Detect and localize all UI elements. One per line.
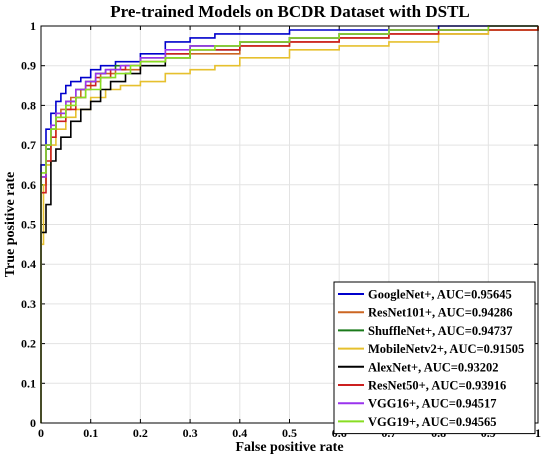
y-tick-label: 1 [30,19,36,33]
x-tick-label: 0.3 [183,426,198,440]
roc-curve-1 [40,25,538,423]
legend-label: ShuffleNet+, AUC=0.94737 [368,324,512,338]
x-tick-label: 1 [535,426,541,440]
legend-label: MobileNetv2+, AUC=0.91505 [368,342,524,356]
y-tick-label: 0.8 [21,98,36,112]
roc-curves [40,25,539,423]
x-tick-label: 0.1 [83,426,98,440]
y-tick-label: 0.2 [21,337,36,351]
y-tick-label: 0.5 [21,218,36,232]
y-tick-label: 0.9 [21,59,36,73]
roc-curve-8 [40,25,538,423]
y-tick-label: 0.4 [21,257,36,271]
chart-title: Pre-trained Models on BCDR Dataset with … [110,2,470,21]
plot-frame [40,25,539,424]
legend-label: ResNet50+, AUC=0.93916 [368,379,506,393]
legend-label: ResNet101+, AUC=0.94286 [368,306,512,320]
x-tick-label: 0.5 [282,426,297,440]
legend-label: AlexNet+, AUC=0.93202 [368,360,499,374]
x-tick-label: 0 [38,426,44,440]
y-tick-label: 0.6 [21,178,36,192]
legend: GoogleNet+, AUC=0.95645 ResNet101+, AUC=0… [333,281,536,435]
y-tick-label: 0.3 [21,297,36,311]
y-tick-label: 0 [30,416,36,430]
y-axis-label: True positive rate [3,172,18,278]
x-axis-label: False positive rate [235,440,343,455]
legend-label: VGG19+, AUC=0.94565 [368,415,497,429]
x-tick-label: 0.4 [232,426,247,440]
legend-label: GoogleNet+, AUC=0.95645 [368,288,512,302]
x-tick-label: 0.2 [133,426,148,440]
y-tick-label: 0.7 [21,138,36,152]
y-tick-label: 0.1 [21,376,36,390]
legend-box [333,281,536,435]
legend-label: VGG16+, AUC=0.94517 [368,397,497,411]
